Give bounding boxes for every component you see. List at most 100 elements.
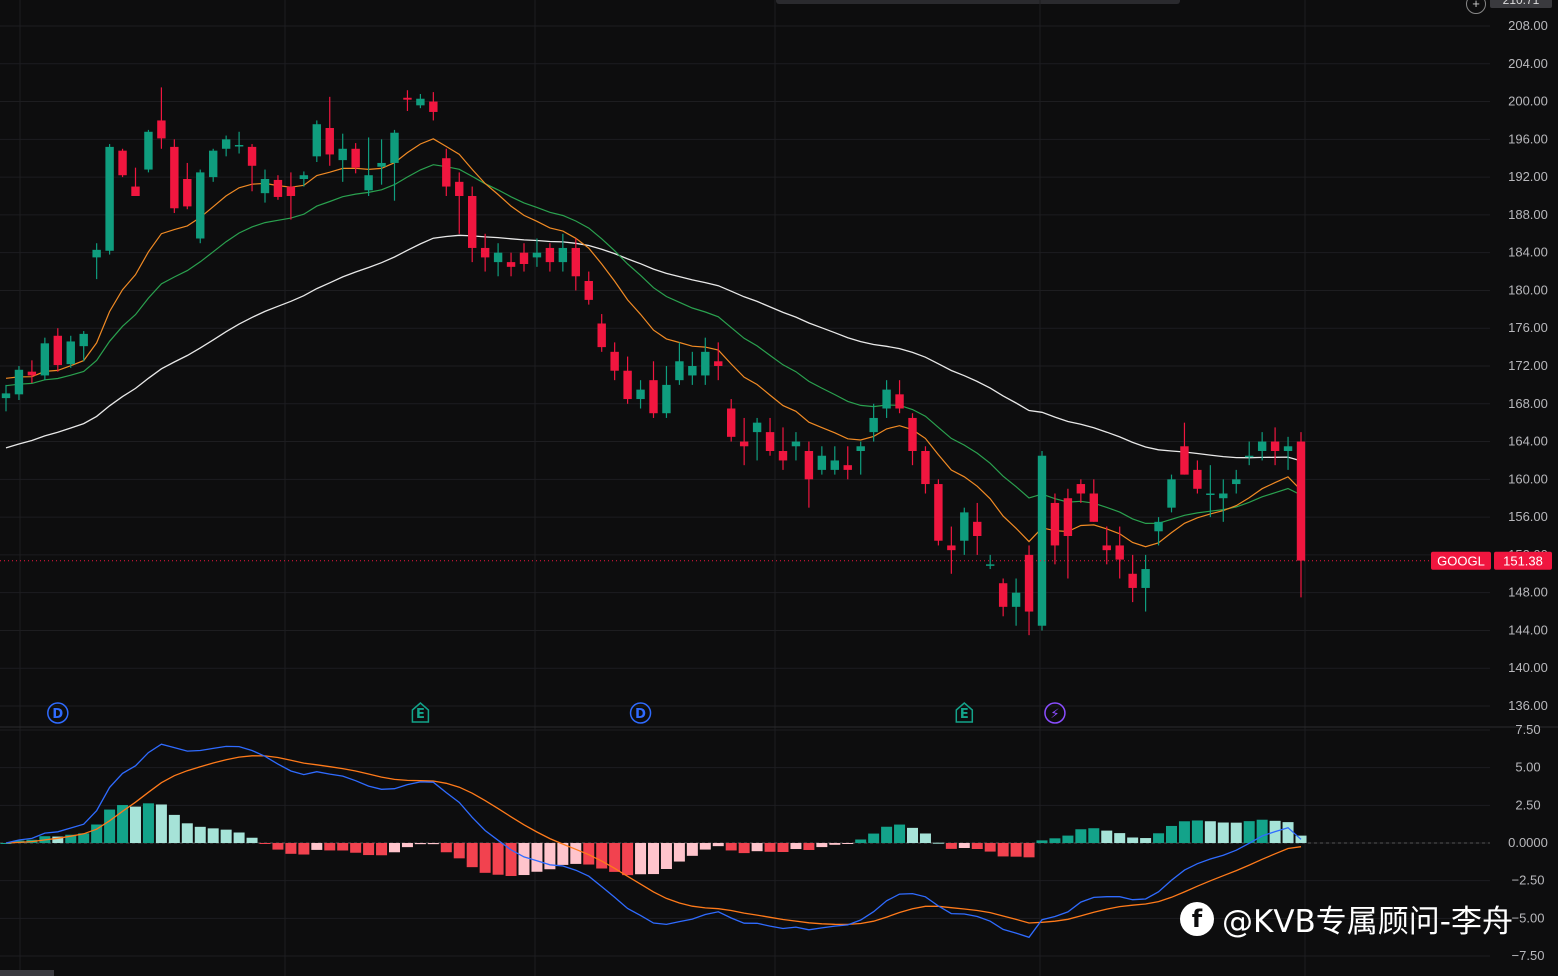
macd-tick-label: −5.00 bbox=[1512, 910, 1545, 925]
candle-body bbox=[338, 148, 347, 161]
candle-body bbox=[1063, 498, 1073, 536]
candle-body bbox=[1245, 455, 1254, 458]
macd-histogram-bar bbox=[907, 827, 918, 843]
macd-histogram-bar bbox=[311, 843, 323, 850]
candle-body bbox=[1193, 469, 1202, 489]
price-tick-label: 204.00 bbox=[1508, 56, 1548, 71]
candle-body bbox=[325, 128, 334, 155]
candle-body bbox=[830, 460, 839, 470]
macd-histogram-bar bbox=[1088, 828, 1100, 843]
macd-histogram-bar bbox=[855, 839, 867, 843]
candle-body bbox=[973, 521, 982, 536]
candle-body bbox=[1024, 554, 1034, 612]
horizontal-scrollbar[interactable] bbox=[0, 970, 54, 976]
macd-tick-label: 0.0000 bbox=[1508, 835, 1548, 850]
macd-histogram-bar bbox=[777, 843, 789, 852]
candle-body bbox=[183, 179, 192, 207]
macd-histogram-bar bbox=[91, 824, 103, 843]
macd-signal-line bbox=[5, 755, 1302, 926]
candle-body bbox=[1050, 502, 1060, 546]
macd-histogram-bar bbox=[1114, 833, 1126, 843]
candle-body bbox=[247, 146, 257, 166]
candle-body bbox=[649, 380, 658, 414]
macd-histogram-bar bbox=[1295, 835, 1307, 843]
candle-body bbox=[1257, 441, 1267, 451]
top-scroll-handle[interactable] bbox=[776, 0, 1180, 4]
candle-body bbox=[221, 139, 231, 149]
macd-histogram-bar bbox=[233, 832, 245, 843]
add-scale-icon[interactable]: + bbox=[1466, 0, 1486, 14]
macd-histogram-bar bbox=[1230, 822, 1242, 843]
event-badge-label: D bbox=[635, 707, 646, 722]
candle-body bbox=[597, 323, 606, 348]
candle-body bbox=[701, 351, 710, 376]
macd-histogram-bar bbox=[518, 843, 530, 876]
event-badge-label: D bbox=[52, 707, 63, 722]
macd-tick-label: 7.50 bbox=[1515, 722, 1540, 737]
top-price-label: 210.71 bbox=[1490, 0, 1552, 8]
candle-body bbox=[1206, 493, 1215, 495]
macd-histogram-bar bbox=[1191, 820, 1203, 843]
macd-histogram-bar bbox=[0, 843, 12, 844]
macd-histogram-bar bbox=[466, 843, 478, 868]
candle-body bbox=[506, 262, 516, 267]
macd-histogram-bar bbox=[259, 843, 271, 844]
macd-histogram-bar bbox=[168, 814, 180, 843]
candle-body bbox=[804, 451, 814, 480]
macd-histogram-bar bbox=[816, 843, 828, 848]
macd-histogram-bar bbox=[635, 843, 647, 875]
price-tick-label: 200.00 bbox=[1508, 94, 1548, 109]
price-tick-label: 188.00 bbox=[1508, 207, 1548, 222]
macd-tick-label: 2.50 bbox=[1515, 797, 1540, 812]
candle-body bbox=[286, 186, 296, 196]
candle-body bbox=[623, 370, 632, 400]
candle-body bbox=[1180, 446, 1189, 475]
earnings-badge bbox=[411, 702, 430, 723]
ma-fast-line bbox=[5, 138, 1302, 548]
ticker-tag-bg bbox=[1431, 551, 1491, 570]
candle-body bbox=[921, 451, 930, 485]
candle-body bbox=[1037, 455, 1047, 626]
price-tick-label: 192.00 bbox=[1508, 169, 1548, 184]
candle-body bbox=[1219, 493, 1228, 499]
candle-body bbox=[895, 394, 904, 409]
macd-histogram-bar bbox=[932, 842, 944, 844]
macd-histogram-bar bbox=[673, 843, 685, 862]
candle-body bbox=[273, 179, 283, 197]
candle-body bbox=[545, 247, 555, 263]
macd-histogram-bar bbox=[1256, 819, 1268, 843]
candle-body bbox=[260, 179, 270, 194]
candle-body bbox=[1141, 569, 1150, 588]
macd-histogram-bar bbox=[997, 843, 1009, 857]
macd-histogram-bar bbox=[1036, 840, 1048, 843]
macd-histogram-bar bbox=[1075, 829, 1087, 843]
facebook-icon: f bbox=[1180, 901, 1214, 936]
macd-histogram-bar bbox=[65, 834, 77, 843]
candle-body bbox=[1232, 479, 1241, 485]
last-price-tag: 151.38 bbox=[1503, 554, 1543, 569]
macd-histogram-bar bbox=[842, 843, 854, 844]
macd-histogram-bar bbox=[609, 843, 621, 872]
candle-body bbox=[1, 393, 11, 399]
candle-body bbox=[40, 343, 50, 376]
price-tick-label: 196.00 bbox=[1508, 131, 1548, 146]
candle-body bbox=[144, 131, 153, 170]
macd-histogram-bar bbox=[505, 843, 517, 877]
candle-body bbox=[998, 583, 1008, 607]
candle-body bbox=[817, 455, 827, 470]
macd-histogram-bar bbox=[1178, 821, 1190, 843]
earnings-badge bbox=[955, 702, 974, 723]
macd-histogram-bar bbox=[712, 843, 724, 847]
macd-histogram-bar bbox=[427, 843, 439, 845]
macd-histogram-bar bbox=[246, 837, 258, 843]
macd-histogram-bar bbox=[1153, 833, 1165, 843]
macd-histogram-bar bbox=[194, 826, 206, 843]
price-tick-label: 184.00 bbox=[1508, 245, 1548, 260]
macd-histogram-bar bbox=[453, 843, 465, 859]
macd-histogram-bar bbox=[1166, 825, 1177, 843]
macd-histogram-bar bbox=[1062, 835, 1074, 843]
macd-histogram-bar bbox=[829, 843, 841, 845]
macd-histogram-bar bbox=[104, 809, 116, 843]
price-tick-label: 164.00 bbox=[1508, 434, 1548, 449]
